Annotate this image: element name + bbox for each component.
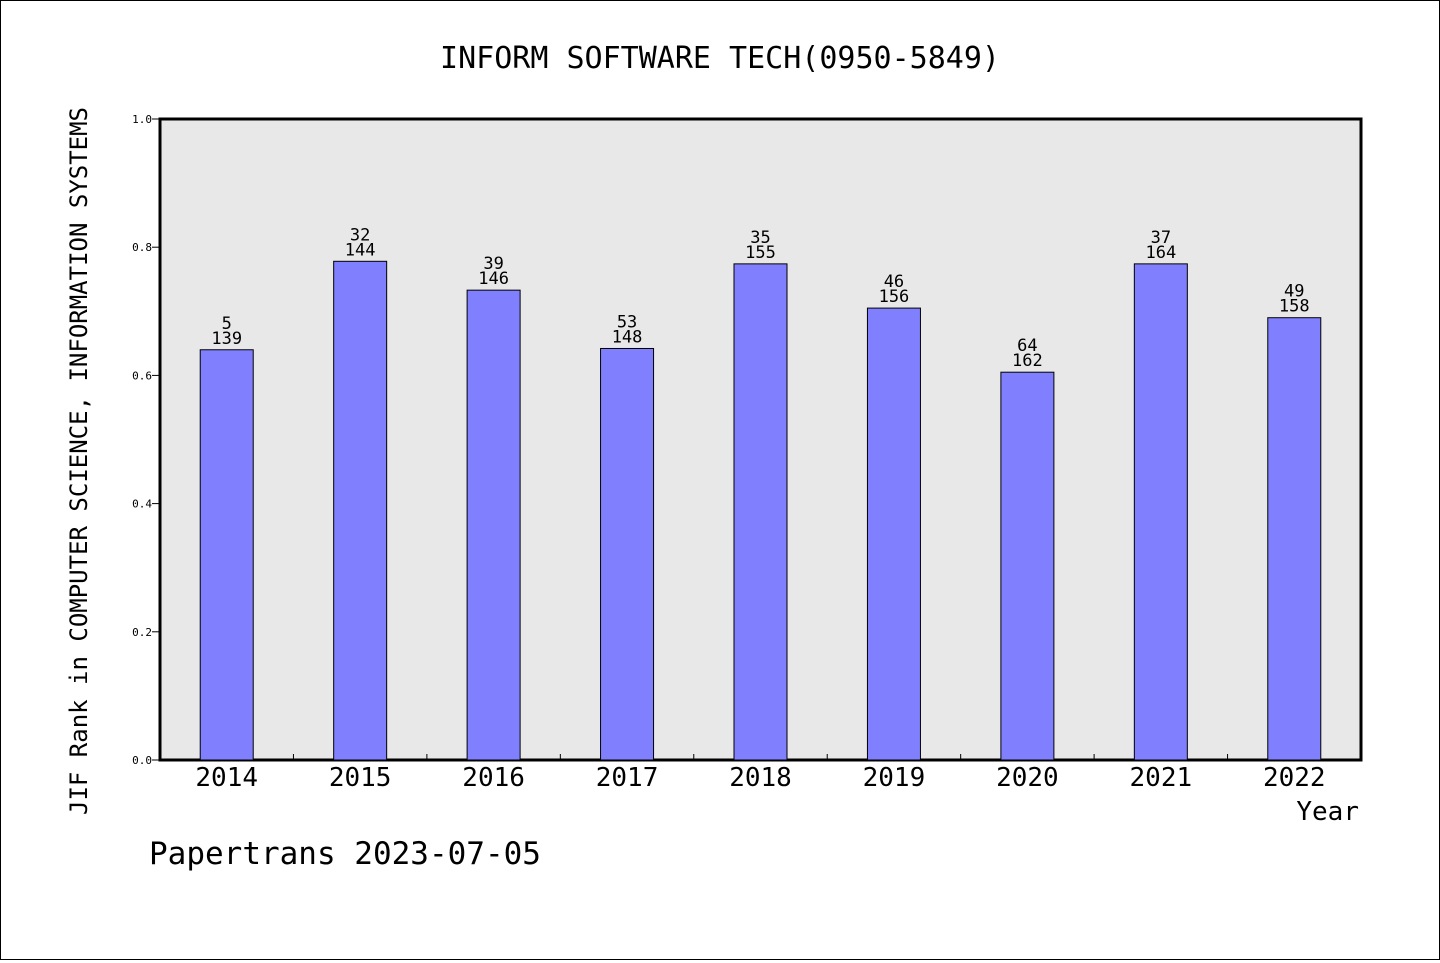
bar-total-label: 158	[1279, 297, 1310, 317]
x-axis-label: Year	[1296, 797, 1359, 827]
bar-rank-label: 5	[222, 314, 232, 334]
bar-rank-label: 53	[617, 312, 637, 332]
bar-total-label: 146	[478, 269, 509, 289]
bar-rank-label: 46	[884, 272, 904, 292]
footer-credit: Papertrans 2023-07-05	[149, 836, 541, 872]
bar-rank-label: 37	[1151, 228, 1171, 248]
bar-total-label: 164	[1145, 243, 1176, 263]
y-axis-ticks: 0.0 0.2 0.4 0.6 0.8 1.0	[132, 113, 160, 767]
y-tick-label: 0.4	[132, 498, 152, 511]
x-tick-label: 2014	[195, 763, 258, 793]
bar-2016	[466, 289, 521, 761]
bar-2015	[333, 260, 388, 761]
bar-total-label: 156	[879, 287, 910, 307]
bar-total-label: 155	[745, 243, 776, 263]
bar-total-label: 144	[345, 240, 376, 260]
bar-rank-label: 35	[750, 228, 770, 248]
bar-rank-label: 39	[483, 254, 503, 274]
x-tick-label: 2015	[329, 763, 392, 793]
x-axis-ticks	[292, 754, 1229, 760]
bar-2017	[600, 347, 655, 761]
x-tick-label: 2019	[863, 763, 926, 793]
y-tick-label: 0.0	[132, 754, 152, 767]
bar-2014	[199, 349, 254, 761]
y-tick-label: 0.2	[132, 626, 152, 639]
y-axis-label: JIF Rank in COMPUTER SCIENCE, INFORMATIO…	[65, 107, 93, 815]
bar-total-label: 148	[612, 327, 643, 347]
x-tick-label: 2020	[996, 763, 1059, 793]
bar-total-label: 139	[211, 329, 242, 349]
x-axis-tick-labels: 2014 2015 2016 2017 2018 2019 2020 2021 2022	[195, 763, 1325, 793]
bar-2021	[1133, 263, 1188, 761]
bar-rank-label: 32	[350, 225, 370, 245]
y-tick-label: 1.0	[132, 113, 152, 126]
y-tick-label: 0.8	[132, 241, 152, 254]
x-tick-label: 2018	[729, 763, 792, 793]
bar-2019	[866, 307, 921, 761]
bars	[199, 260, 1322, 761]
bar-rank-label: 49	[1284, 282, 1304, 302]
x-tick-label: 2021	[1130, 763, 1193, 793]
y-tick-label: 0.6	[132, 369, 152, 382]
x-tick-label: 2017	[596, 763, 659, 793]
bar-total-label: 162	[1012, 351, 1043, 371]
bar-2018	[733, 263, 788, 761]
x-tick-label: 2022	[1263, 763, 1326, 793]
chart-title: INFORM SOFTWARE TECH(0950-5849)	[440, 41, 1000, 76]
bar-2020	[1000, 371, 1055, 761]
bar-rank-label: 64	[1017, 336, 1037, 356]
x-tick-label: 2016	[462, 763, 525, 793]
bar-2022	[1267, 317, 1322, 761]
